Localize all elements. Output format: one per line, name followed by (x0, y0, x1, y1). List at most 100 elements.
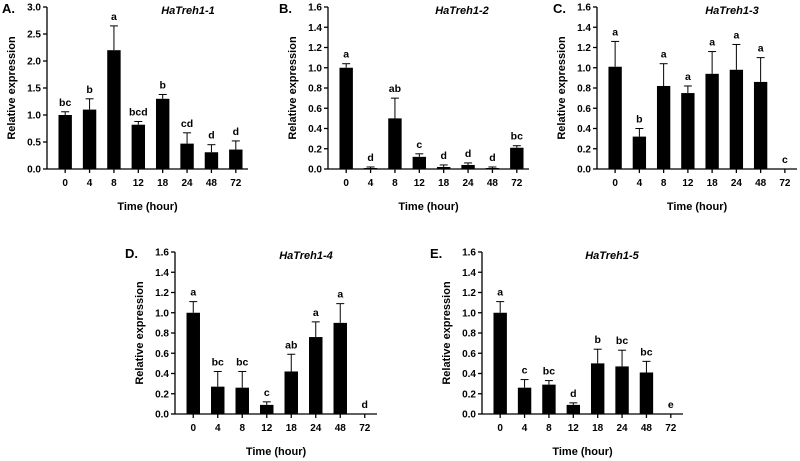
bar (235, 387, 249, 414)
bar (705, 73, 719, 169)
significance-label: c (522, 365, 528, 377)
bar (333, 322, 347, 414)
y-tick-label: 1.2 (462, 288, 476, 299)
x-tick-label: 8 (661, 178, 667, 189)
y-axis-title: Relative expression (556, 36, 568, 140)
y-tick-label: 1.2 (308, 43, 322, 54)
chart-panel: E. HaTreh1-5 0.0 0.2 0.4 0.6 0.8 1.0 1.2 1.4 1.6 0 a… (430, 246, 683, 458)
y-tick-label: 0.6 (308, 104, 322, 115)
x-tick-label: 72 (665, 423, 677, 434)
x-tick-label: 4 (87, 178, 93, 189)
x-tick-label: 8 (546, 423, 552, 434)
significance-label: b (594, 334, 600, 346)
significance-label: bcd (129, 106, 148, 118)
y-tick-label: 0.2 (155, 389, 169, 400)
significance-label: d (208, 130, 214, 142)
y-tick-label: 0.5 (27, 138, 41, 149)
chart-title: HaTreh1-1 (161, 5, 215, 17)
significance-label: bc (511, 131, 523, 143)
bar (517, 387, 532, 414)
y-tick-label: 1.0 (155, 308, 169, 319)
panel-label: E. (430, 246, 442, 261)
y-tick-label: 0.6 (155, 349, 169, 360)
bar (510, 147, 524, 169)
bar (590, 363, 605, 414)
significance-label: a (661, 49, 667, 61)
y-tick-label: 1.0 (462, 308, 476, 319)
x-tick-label: 48 (755, 178, 767, 189)
bar (729, 69, 744, 169)
bar (284, 371, 298, 414)
bar (681, 93, 695, 169)
significance-label: a (733, 29, 739, 41)
y-tick-label: 1.0 (308, 63, 322, 74)
bar (639, 372, 654, 414)
bar (632, 136, 647, 169)
y-tick-label: 0.6 (577, 104, 591, 115)
x-axis-title: Time (hour) (117, 201, 178, 213)
y-axis-title: Relative expression (441, 281, 453, 385)
bar (615, 366, 629, 414)
x-axis-title: Time (hour) (552, 446, 613, 458)
x-tick-label: 18 (592, 423, 604, 434)
bar (656, 85, 671, 169)
significance-label: d (570, 388, 576, 400)
bar (461, 164, 475, 169)
x-tick-label: 48 (335, 423, 347, 434)
bar (493, 312, 507, 414)
x-tick-label: 72 (359, 423, 371, 434)
chart-panel: A. HaTreh1-1 0.0 0.5 1.0 1.5 2.0 2.5 3.0 0 bc 4 b 8 a 1… (2, 1, 248, 213)
y-tick-label: 1.6 (308, 3, 322, 14)
significance-label: a (190, 287, 196, 299)
y-tick-label: 1.4 (577, 23, 591, 34)
y-tick-label: 1.2 (577, 43, 591, 54)
y-tick-label: 2.0 (27, 57, 41, 68)
x-tick-label: 0 (343, 178, 349, 189)
y-tick-label: 1.6 (462, 248, 476, 259)
x-tick-label: 8 (111, 178, 117, 189)
x-tick-label: 12 (133, 178, 145, 189)
x-tick-label: 4 (637, 178, 643, 189)
significance-label: bc (640, 346, 652, 358)
chart-title: HaTreh1-4 (279, 250, 333, 262)
bar (485, 167, 500, 169)
significance-label: a (343, 49, 349, 61)
significance-label: b (159, 79, 165, 91)
significance-label: e (668, 399, 674, 411)
significance-label: a (685, 71, 691, 83)
x-tick-label: 48 (641, 423, 653, 434)
bar (211, 386, 225, 414)
y-tick-label: 0.0 (155, 410, 169, 421)
bar (753, 81, 768, 169)
bar (107, 50, 121, 170)
bar (608, 66, 622, 169)
y-tick-label: 0.4 (155, 369, 169, 380)
chart-panel: C. HaTreh1-3 0.0 0.2 0.4 0.6 0.8 1.0 1.2 1.4 1.6 0 a… (553, 1, 797, 213)
x-tick-label: 48 (487, 178, 499, 189)
significance-label: bc (543, 366, 555, 378)
y-tick-label: 0.8 (462, 329, 476, 340)
panel-label: C. (553, 1, 566, 16)
significance-label: a (313, 307, 319, 319)
bar (204, 152, 219, 169)
y-tick-label: 0.0 (308, 165, 322, 176)
x-tick-label: 4 (522, 423, 528, 434)
significance-label: a (111, 11, 117, 23)
y-tick-label: 0.0 (462, 410, 476, 421)
x-tick-label: 0 (62, 178, 68, 189)
significance-label: d (440, 150, 446, 162)
significance-label: a (709, 37, 715, 49)
y-tick-label: 0.4 (462, 369, 476, 380)
significance-label: a (337, 289, 343, 301)
bar (412, 156, 427, 169)
significance-label: bc (616, 335, 628, 347)
y-tick-label: 1.4 (462, 268, 476, 279)
x-tick-label: 24 (182, 178, 194, 189)
x-tick-label: 18 (286, 423, 298, 434)
x-tick-label: 24 (463, 178, 475, 189)
y-tick-label: 1.6 (577, 3, 591, 14)
x-tick-label: 18 (157, 178, 169, 189)
chart-title: HaTreh1-5 (585, 250, 639, 262)
x-axis-title: Time (hour) (667, 201, 728, 213)
x-tick-label: 24 (310, 423, 322, 434)
